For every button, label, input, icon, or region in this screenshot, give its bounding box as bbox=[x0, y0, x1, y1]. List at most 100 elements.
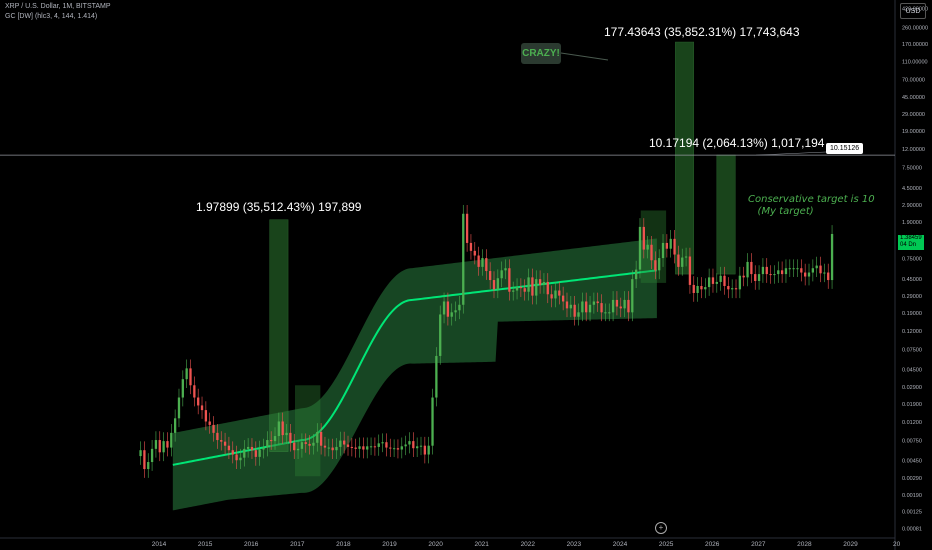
candle-body bbox=[777, 270, 780, 275]
candle-body bbox=[754, 274, 757, 281]
x-tick-label: 2022 bbox=[521, 541, 536, 548]
candle-body bbox=[158, 440, 161, 453]
candle-body bbox=[654, 260, 657, 271]
candle-body bbox=[243, 448, 246, 458]
rally-box bbox=[716, 154, 736, 275]
candle-body bbox=[408, 441, 411, 445]
y-tick-label: 1.90000 bbox=[902, 220, 922, 226]
candle-body bbox=[554, 290, 557, 299]
candle-body bbox=[346, 444, 350, 447]
candle-body bbox=[769, 274, 772, 276]
candle-body bbox=[634, 269, 638, 280]
candle-body bbox=[389, 447, 392, 449]
candle-body bbox=[212, 424, 215, 433]
candle-body bbox=[343, 440, 346, 445]
candle-body bbox=[177, 397, 181, 419]
candle-body bbox=[366, 446, 369, 450]
candle-body bbox=[339, 440, 342, 447]
candle-body bbox=[573, 304, 576, 317]
candle-body bbox=[823, 272, 826, 274]
y-tick-label: 45.00000 bbox=[902, 95, 925, 101]
y-tick-label: 0.45000 bbox=[902, 277, 922, 283]
candle-body bbox=[780, 270, 784, 275]
candle-body bbox=[830, 233, 834, 281]
candle-body bbox=[796, 268, 799, 270]
candle-body bbox=[673, 238, 676, 255]
symbol-legend[interactable]: XRP / U.S. Dollar, 1M, BITSTAMP bbox=[5, 3, 111, 10]
candle-body bbox=[681, 257, 684, 267]
x-tick-label: 2014 bbox=[152, 541, 167, 548]
annotation-rally-top: 177.43643 (35,852.31%) 17,743,643 bbox=[604, 25, 800, 39]
candle-body bbox=[446, 301, 450, 317]
candle-body bbox=[577, 312, 580, 317]
currency-button[interactable]: USD bbox=[900, 3, 926, 19]
candle-body bbox=[719, 275, 722, 282]
horizontal-line-label: 10.15126 bbox=[826, 143, 864, 154]
y-tick-label: 0.12000 bbox=[902, 329, 922, 335]
candle-body bbox=[250, 446, 254, 451]
candle-body bbox=[304, 442, 307, 444]
candle-body bbox=[246, 446, 250, 449]
candle-body bbox=[300, 442, 304, 449]
candle-body bbox=[565, 301, 569, 309]
x-tick-label: 2021 bbox=[474, 541, 489, 548]
candle-body bbox=[604, 312, 607, 314]
candle-body bbox=[147, 462, 150, 470]
x-tick-label: 2015 bbox=[198, 541, 213, 548]
goto-date-icon[interactable]: + bbox=[655, 522, 667, 534]
candle-body bbox=[454, 310, 457, 313]
candle-body bbox=[469, 242, 473, 251]
candle-body bbox=[442, 301, 446, 315]
x-tick-label: 2020 bbox=[428, 541, 443, 548]
candle-body bbox=[827, 272, 830, 281]
candle-body bbox=[227, 445, 231, 451]
candle-body bbox=[661, 242, 665, 259]
candle-body bbox=[262, 447, 265, 450]
candle-body bbox=[381, 442, 384, 444]
candle-body bbox=[727, 285, 730, 290]
candle-body bbox=[600, 303, 603, 313]
horizontal-line-pointer bbox=[755, 151, 827, 156]
candle-body bbox=[485, 258, 488, 272]
candle-body bbox=[431, 397, 434, 446]
y-tick-label: 0.00081 bbox=[902, 527, 922, 533]
candle-body bbox=[688, 256, 692, 285]
candle-body bbox=[319, 431, 323, 446]
candle-body bbox=[611, 299, 615, 313]
y-tick-label: 4.50000 bbox=[902, 186, 922, 192]
x-tick-label: 2029 bbox=[843, 541, 858, 548]
candle-body bbox=[416, 446, 419, 449]
candle-body bbox=[193, 385, 196, 398]
candle-body bbox=[761, 266, 765, 275]
candle-body bbox=[677, 254, 680, 267]
y-tick-label: 0.07500 bbox=[902, 348, 922, 354]
indicator-legend[interactable]: GC [DW] (hlc3, 4, 144, 1.414) bbox=[5, 13, 98, 20]
candle-body bbox=[220, 440, 223, 442]
candle-body bbox=[404, 444, 407, 447]
candle-body bbox=[608, 312, 611, 314]
candle-body bbox=[619, 306, 622, 309]
candle-body bbox=[646, 244, 649, 250]
crazy-callout: CRAZY! bbox=[521, 43, 561, 64]
candle-body bbox=[200, 405, 204, 411]
candle-body bbox=[435, 355, 438, 398]
candle-body bbox=[462, 213, 465, 305]
candle-body bbox=[208, 421, 211, 425]
candle-body bbox=[746, 261, 749, 278]
candle-body bbox=[561, 295, 565, 302]
candle-body bbox=[423, 445, 426, 455]
candle-body bbox=[696, 285, 699, 293]
y-tick-label: 19.00000 bbox=[902, 129, 925, 135]
crazy-pointer bbox=[560, 52, 609, 61]
candle-body bbox=[254, 450, 257, 457]
candle-body bbox=[450, 312, 453, 317]
candle-body bbox=[515, 287, 519, 291]
candle-body bbox=[546, 281, 549, 295]
y-tick-label: 12.00000 bbox=[902, 147, 925, 153]
candle-body bbox=[623, 299, 626, 309]
candle-body bbox=[412, 441, 415, 449]
candle-body bbox=[734, 288, 738, 290]
candle-body bbox=[323, 445, 327, 448]
candle-body bbox=[350, 446, 354, 448]
